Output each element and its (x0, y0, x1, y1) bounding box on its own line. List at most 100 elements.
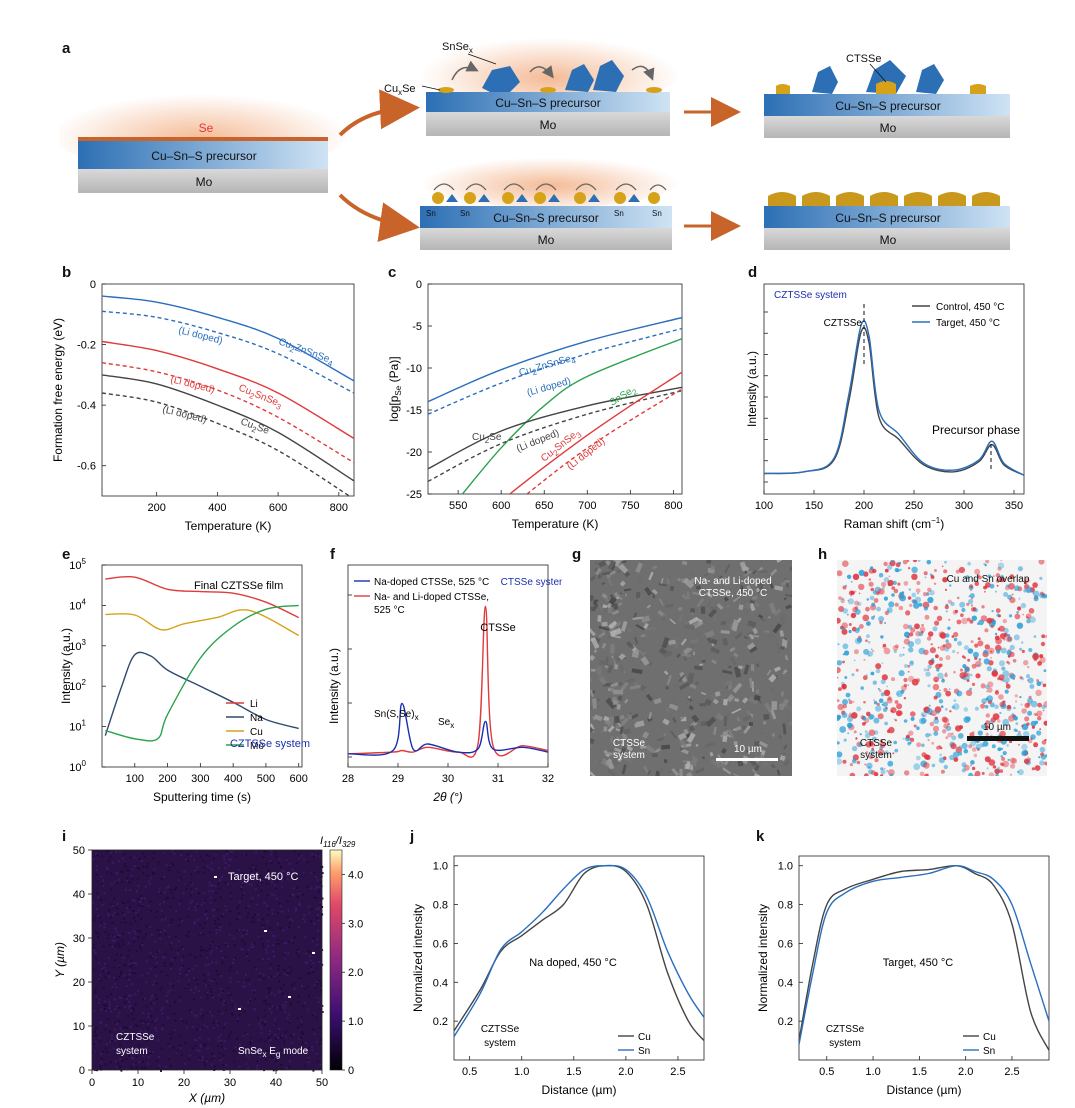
raman-map-pixel (288, 940, 291, 943)
eds-pixel (848, 700, 853, 705)
raman-map-pixel (305, 952, 308, 955)
eds-pixel (968, 772, 973, 776)
raman-map-pixel (189, 953, 192, 956)
sem-grain (606, 576, 613, 586)
raman-map-pixel (135, 1024, 138, 1027)
sem-grain (689, 638, 699, 644)
raman-map-pixel (203, 1024, 205, 1027)
raman-map-pixel (258, 976, 261, 979)
eds-pixel (943, 723, 949, 729)
sem-grain (645, 693, 653, 702)
raman-map-pixel (312, 1013, 315, 1016)
raman-map-pixel (171, 958, 174, 961)
raman-map-pixel (178, 972, 181, 975)
eds-pixel (957, 733, 964, 740)
sem-grain (767, 615, 771, 619)
raman-map-pixel (305, 1042, 308, 1045)
sem-grain (642, 731, 650, 739)
raman-map-pixel (268, 1003, 271, 1006)
raman-map-pixel (132, 1008, 135, 1011)
raman-map-pixel (209, 896, 212, 899)
eds-pixel (999, 711, 1002, 715)
eds-pixel (939, 657, 943, 661)
raman-map-pixel (281, 992, 284, 995)
eds-pixel (1011, 713, 1015, 717)
eds-pixel (918, 647, 926, 655)
sem-grain (662, 718, 670, 726)
eds-pixel (933, 605, 938, 611)
eds-pixel (959, 668, 964, 672)
raman-map-pixel (277, 861, 280, 864)
sem-grain (694, 767, 705, 775)
eds-pixel (906, 560, 910, 563)
raman-map-pixel (146, 874, 149, 877)
raman-map-pixel (137, 904, 140, 907)
eds-pixel (854, 590, 857, 593)
raman-map-pixel (197, 990, 200, 992)
raman-map-pixel (270, 878, 273, 881)
raman-map-pixel (123, 863, 126, 865)
x-tick-label-d: 350 (1005, 500, 1023, 512)
raman-map-pixel (130, 1009, 133, 1012)
eds-pixel (945, 655, 951, 661)
raman-map-pixel (145, 981, 148, 984)
raman-map-pixel (204, 1043, 207, 1046)
sem-grain (640, 745, 647, 749)
raman-map-pixel (149, 952, 152, 955)
eds-pixel (1039, 746, 1046, 753)
sem-image: Na- and Li-doped CTSSe, 450 °C CTSSe sys… (590, 560, 792, 776)
raman-map-pixel (123, 1034, 126, 1037)
y-axis-label-b: Formation free energy (eV) (51, 318, 65, 462)
raman-map-pixel (133, 1063, 136, 1066)
raman-map-pixel (247, 949, 250, 952)
sem-grain (713, 615, 716, 622)
raman-map-pixel (219, 1034, 222, 1037)
eds-pixel (1023, 660, 1029, 666)
eds-pixel (860, 715, 865, 720)
eds-pixel (893, 740, 897, 745)
raman-map-pixel (118, 996, 121, 999)
raman-map-pixel (115, 850, 118, 853)
eds-pixel (986, 690, 989, 693)
raman-map-pixel (283, 952, 286, 954)
sem-grain (785, 705, 792, 712)
sem-grain (590, 726, 594, 734)
sem-grain (591, 603, 599, 612)
eds-pixel (989, 583, 995, 589)
eds-pixel (1000, 560, 1003, 561)
raman-map-pixel (212, 1056, 215, 1059)
eds-pixel (1033, 742, 1039, 748)
raman-map-pixel (98, 932, 101, 935)
sem-grain (710, 565, 716, 570)
raman-map-pixel (268, 991, 271, 994)
eds-pixel (842, 643, 849, 650)
eds-pixel (959, 601, 966, 608)
eds-pixel (1000, 678, 1003, 681)
eds-pixel (1009, 644, 1015, 650)
raman-map-pixel (279, 1048, 282, 1051)
eds-pixel (915, 588, 921, 594)
raman-map-pixel (209, 901, 212, 904)
x-tick-label-i: 0 (89, 1077, 95, 1089)
eds-pixel (983, 702, 986, 705)
raman-map-pixel (169, 865, 172, 867)
colorbar-tick-label: 3.0 (348, 918, 363, 930)
y-tick-label-i: 50 (73, 845, 85, 857)
legend-label-f-nali-2: 525 °C (374, 605, 405, 616)
raman-map-pixel (233, 937, 236, 940)
raman-map-pixel (140, 1020, 143, 1023)
eds-pixel (1039, 760, 1045, 766)
sem-grain (773, 666, 781, 672)
sem-grain (748, 722, 754, 726)
raman-map-pixel (179, 899, 182, 902)
raman-map-pixel (266, 920, 269, 923)
raman-map-pixel (113, 998, 116, 1001)
mode-label-i: SnSex Eg mode (238, 1046, 309, 1059)
sem-grain (643, 622, 649, 630)
raman-map-pixel (119, 1038, 122, 1041)
raman-map-pixel (158, 950, 161, 953)
raman-map-pixel (117, 944, 120, 947)
eds-pixel (990, 624, 994, 629)
sem-grain (590, 637, 600, 649)
raman-map-pixel (118, 851, 121, 854)
